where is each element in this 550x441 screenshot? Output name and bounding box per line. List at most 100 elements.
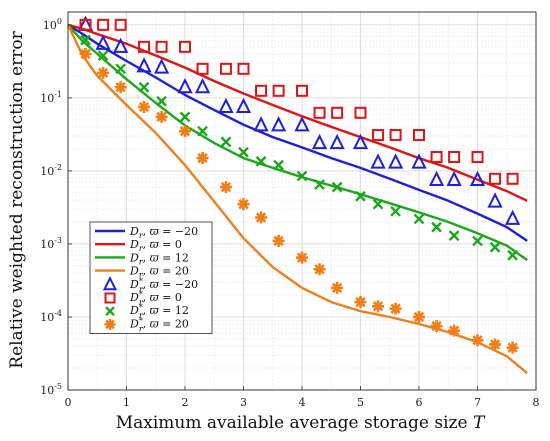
data-point-x (179, 111, 191, 123)
legend-marker-swatch (104, 292, 116, 304)
data-point-triangle (428, 170, 445, 187)
data-point-square (272, 84, 285, 97)
data-point-square (448, 151, 461, 164)
data-point-square (255, 84, 268, 97)
data-point-square (506, 172, 519, 185)
legend-entry: Dr, ϖ = 12 (95, 251, 189, 266)
series-markers-4 (77, 15, 521, 225)
series-line-0 (67, 23, 528, 242)
data-point-triangle (311, 133, 328, 150)
legend-label: D* r, ϖ = 20 (129, 316, 189, 333)
y-tick-label: 10-4 (40, 309, 62, 324)
data-point-x (355, 190, 366, 202)
data-point-triangle (446, 170, 462, 187)
data-point-asterisk (354, 296, 367, 309)
y-tick-label: 100 (43, 17, 62, 32)
data-point-triangle (235, 97, 252, 114)
data-point-square (296, 84, 308, 97)
data-point-triangle (352, 133, 369, 150)
legend-entry: Dr, ϖ = −20 (95, 225, 198, 240)
data-point-x (138, 81, 150, 93)
data-point-asterisk (471, 334, 484, 347)
legend-label: Dr, ϖ = 20 (129, 265, 189, 280)
data-point-square (79, 18, 92, 31)
data-point-asterisk (296, 251, 308, 264)
data-point-asterisk (97, 66, 110, 79)
data-point-square (354, 106, 367, 119)
data-point-square (430, 151, 443, 164)
data-point-square (372, 129, 385, 142)
data-point-square (313, 106, 326, 119)
x-tick-label: 8 (533, 396, 540, 409)
data-point-square (196, 62, 209, 75)
data-point-square (413, 129, 425, 142)
series-markers-6 (80, 34, 518, 261)
data-point-triangle (411, 153, 427, 169)
data-point-triangle (113, 37, 129, 53)
y-axis-label: Relative weighted reconstruction error (7, 30, 27, 368)
data-point-square (114, 18, 127, 31)
data-point-triangle (136, 57, 152, 73)
y-tick-label: 10-5 (40, 382, 62, 397)
x-tick-label: 7 (474, 396, 481, 409)
series-line-2 (67, 24, 528, 262)
data-point-x (80, 34, 91, 46)
y-tick-label: 10-2 (40, 163, 62, 178)
x-tick-label: 5 (357, 396, 364, 409)
x-tick-label: 0 (65, 396, 72, 409)
data-point-x (156, 95, 167, 107)
data-point-asterisk (372, 300, 385, 313)
data-point-asterisk (255, 211, 268, 224)
legend-label: D* r, ϖ = 0 (129, 290, 182, 307)
data-point-square (97, 18, 110, 31)
data-point-asterisk (138, 101, 151, 114)
data-point-x (197, 125, 208, 137)
data-point-square (138, 40, 151, 53)
data-point-x (296, 170, 308, 182)
x-tick-label: 6 (416, 396, 423, 409)
legend-label: D* r, ϖ = −20 (129, 277, 198, 294)
data-point-triangle (177, 77, 193, 94)
data-point-asterisk (430, 320, 443, 333)
data-point-asterisk (448, 324, 461, 337)
legend-entry: Dr, ϖ = 20 (95, 265, 189, 280)
data-point-triangle (270, 116, 287, 132)
data-point-asterisk (506, 341, 519, 354)
data-point-x (413, 213, 425, 225)
data-point-x (314, 179, 325, 190)
data-point-triangle (370, 153, 386, 169)
data-point-triangle (329, 133, 345, 150)
legend-marker-swatch (102, 276, 118, 291)
data-point-asterisk (413, 310, 425, 323)
legend-entry: D* r, ϖ = 20 (104, 316, 189, 333)
data-point-x (472, 235, 483, 247)
data-point-x (448, 230, 460, 241)
legend-entry: D* r, ϖ = −20 (102, 276, 198, 294)
data-point-asterisk (313, 263, 326, 276)
data-point-triangle (504, 209, 521, 225)
data-point-x (220, 136, 232, 148)
data-point-triangle (218, 97, 234, 114)
data-point-asterisk (79, 47, 92, 60)
data-point-triangle (95, 34, 111, 50)
legend-label: Dr, ϖ = 0 (129, 238, 182, 253)
x-tick-label: 2 (182, 396, 189, 409)
data-point-triangle (469, 170, 486, 187)
data-point-asterisk (155, 110, 168, 123)
x-tick-label: 3 (240, 396, 247, 409)
legend-entry: D* r, ϖ = 0 (104, 290, 182, 307)
data-point-square (331, 106, 344, 119)
data-point-triangle (387, 153, 404, 169)
data-point-asterisk (219, 181, 232, 194)
data-point-triangle (294, 116, 310, 132)
data-point-asterisk (389, 302, 402, 315)
data-point-x (390, 205, 401, 217)
data-point-triangle (194, 77, 211, 94)
data-point-x (507, 249, 518, 261)
data-point-square (155, 40, 168, 53)
data-point-square (179, 40, 191, 53)
data-point-square (219, 62, 232, 75)
data-point-triangle (253, 116, 269, 132)
